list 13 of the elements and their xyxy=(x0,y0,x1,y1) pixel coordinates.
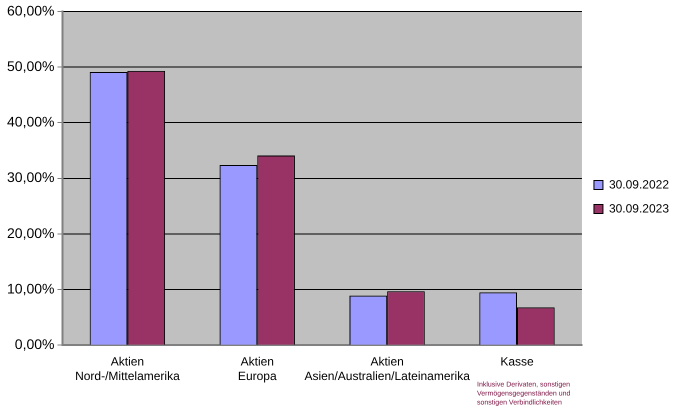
legend-label: 30.09.2023 xyxy=(608,201,670,216)
x-tick-label: Kasse xyxy=(500,354,534,369)
y-tick-label: 30,00% xyxy=(7,169,54,186)
y-tick-label: 20,00% xyxy=(7,224,54,241)
y-tick-label: 60,00% xyxy=(7,2,54,18)
y-tick-label: 50,00% xyxy=(7,58,54,74)
legend-label: 30.09.2022 xyxy=(608,177,670,192)
x-tick-label: Aktien Europa xyxy=(238,354,277,384)
y-tick-label: 10,00% xyxy=(7,280,54,296)
x-tick-label: Aktien Nord-/Mittelamerika xyxy=(75,354,180,384)
y-tick-label: 0,00% xyxy=(14,336,54,352)
x-tick-label: Aktien Asien/Australien/Lateinamerika xyxy=(304,354,470,384)
y-tick-label: 40,00% xyxy=(7,114,54,130)
